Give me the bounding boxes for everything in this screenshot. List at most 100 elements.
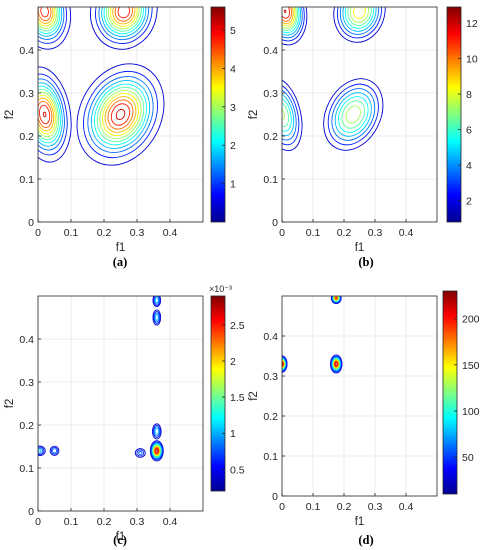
contour-line-peak-3 — [38, 7, 63, 37]
contour-line-peak-2 — [87, 76, 154, 153]
contour-line-peak-3 — [282, 7, 294, 25]
x-tick-label: 0.4 — [163, 516, 178, 528]
panel-c: 0 0.1 0.2 0.3 0.4 0 0.1 0.2 0.3 0.4 f1 f2 0.5 1 1.5 2 2.… — [4, 284, 245, 547]
contour-line-peak-2 — [94, 83, 147, 146]
contour-line-peak-4 — [353, 7, 366, 19]
panel-caption: (c) — [113, 533, 127, 547]
contour-line-peak-2 — [110, 103, 131, 126]
y-tick-label: 0.3 — [263, 88, 278, 100]
colorbar-exponent-label: ×10⁻³ — [209, 284, 232, 294]
contour-line-peak-7 — [138, 451, 143, 455]
contour-line-peak-4 — [154, 297, 159, 304]
y-tick-label: 0.2 — [263, 411, 278, 423]
x-tick-label: 0 — [35, 516, 41, 528]
plot-area — [282, 296, 437, 496]
contour-line-peak-4 — [112, 7, 136, 25]
y-tick-label: 0.4 — [19, 334, 34, 346]
contour-line-peak-4 — [154, 296, 160, 305]
contour-line-peak-4 — [101, 7, 147, 37]
contour-line-peak-1 — [282, 102, 290, 127]
y-tick-label: 0.1 — [19, 463, 34, 475]
colorbar-tick-label: 5 — [230, 25, 236, 37]
axes-box — [37, 295, 204, 512]
x-axis-label: f1 — [355, 516, 365, 528]
axes-box — [281, 6, 438, 223]
colorbar-tick-label: 150 — [462, 360, 480, 372]
contour-line-peak-3 — [38, 7, 68, 44]
contour-line-peak-2 — [330, 355, 342, 373]
contour-line-peak-7 — [134, 448, 146, 458]
contour-line-peak-2 — [99, 90, 142, 139]
contour-line-peak-3 — [331, 296, 342, 304]
contour-line-peak-2 — [154, 428, 159, 435]
y-tick-label: 0 — [272, 491, 278, 503]
contour-line-peak-2 — [115, 108, 126, 121]
y-tick-label: 0 — [28, 506, 34, 518]
contour-line-peak-3 — [282, 7, 303, 39]
contour-line-peak-3 — [38, 7, 65, 40]
contour-line-peak-2 — [102, 93, 139, 136]
contour-line-peak-3 — [152, 309, 162, 326]
contour-line-peak-5 — [38, 446, 45, 455]
y-tick-label: 0.3 — [263, 371, 278, 383]
contour-line-peak-2 — [331, 88, 376, 141]
contour-line-peak-1 — [154, 447, 160, 455]
contour-layer — [38, 296, 164, 462]
contour-line-peak-3 — [283, 9, 287, 13]
contour-line-peak-4 — [153, 296, 161, 306]
contour-line-peak-4 — [339, 7, 380, 35]
colorbar-tick-label: 1.5 — [230, 392, 245, 404]
contour-line-peak-3 — [282, 7, 291, 19]
colorbar-tick-label: 100 — [462, 406, 480, 418]
axes-box — [281, 295, 438, 497]
contour-line-peak-2 — [341, 100, 366, 129]
x-axis-label: f1 — [355, 242, 365, 254]
contour-line-peak-4 — [342, 7, 377, 32]
colorbar — [446, 6, 462, 223]
contour-line-peak-3 — [334, 296, 338, 300]
contour-line-peak-1 — [38, 97, 55, 132]
x-tick-label: 0.3 — [368, 501, 383, 513]
contour-line-peak-2 — [76, 63, 165, 166]
contour-line-peak-4 — [117, 7, 130, 19]
colorbar-tick-label: 8 — [466, 89, 472, 101]
colorbar-tick-label: 2 — [230, 140, 236, 152]
contour-line-peak-2 — [151, 423, 162, 440]
colorbar-tick-label: 1 — [230, 179, 236, 191]
colorbar-tick-label: 4 — [466, 160, 472, 172]
contour-line-peak-3 — [38, 7, 57, 29]
y-tick-label: 0.2 — [263, 131, 278, 143]
x-tick-label: 0 — [279, 501, 285, 513]
x-tick-label: 0.1 — [64, 227, 79, 239]
panel-b: 0 0.1 0.2 0.3 0.4 0 0.1 0.2 0.3 0.4 f1 f2 2 4 6 8 10 12 (b… — [248, 6, 478, 269]
x-tick-label: 0.4 — [399, 227, 414, 239]
colorbar-tick-label: 200 — [462, 314, 480, 326]
contour-line-peak-3 — [330, 296, 342, 305]
contour-line-peak-1 — [151, 443, 162, 459]
colorbar-tick-label: 4 — [230, 63, 236, 75]
colorbar-tick-label: 1 — [230, 428, 236, 440]
contour-line-peak-2 — [345, 105, 361, 124]
contour-line-peak-5 — [38, 445, 46, 457]
x-axis-label: f1 — [116, 242, 126, 254]
colorbar-tick-label: 2 — [466, 196, 472, 208]
contour-line-peak-1 — [38, 82, 63, 147]
contour-line-peak-4 — [90, 7, 158, 50]
y-tick-label: 0 — [272, 217, 278, 229]
contour-line-peak-2 — [104, 96, 137, 133]
contour-line-peak-1 — [282, 92, 295, 137]
contour-line-peak-2 — [107, 99, 134, 130]
x-tick-label: 0.2 — [337, 227, 352, 239]
y-axis-label: f2 — [4, 110, 16, 120]
contour-line-peak-3 — [282, 7, 296, 27]
contour-line-peak-3 — [335, 296, 338, 300]
y-tick-label: 0.1 — [263, 174, 278, 186]
x-tick-label: 0.2 — [97, 227, 112, 239]
colorbar-tick-label: 2.5 — [230, 320, 245, 332]
contour-line-peak-2 — [90, 80, 151, 149]
contour-line-peak-1 — [38, 88, 60, 141]
x-tick-label: 0.3 — [130, 227, 145, 239]
contour-line-peak-2 — [334, 362, 338, 366]
contour-line-peak-1 — [38, 94, 56, 135]
